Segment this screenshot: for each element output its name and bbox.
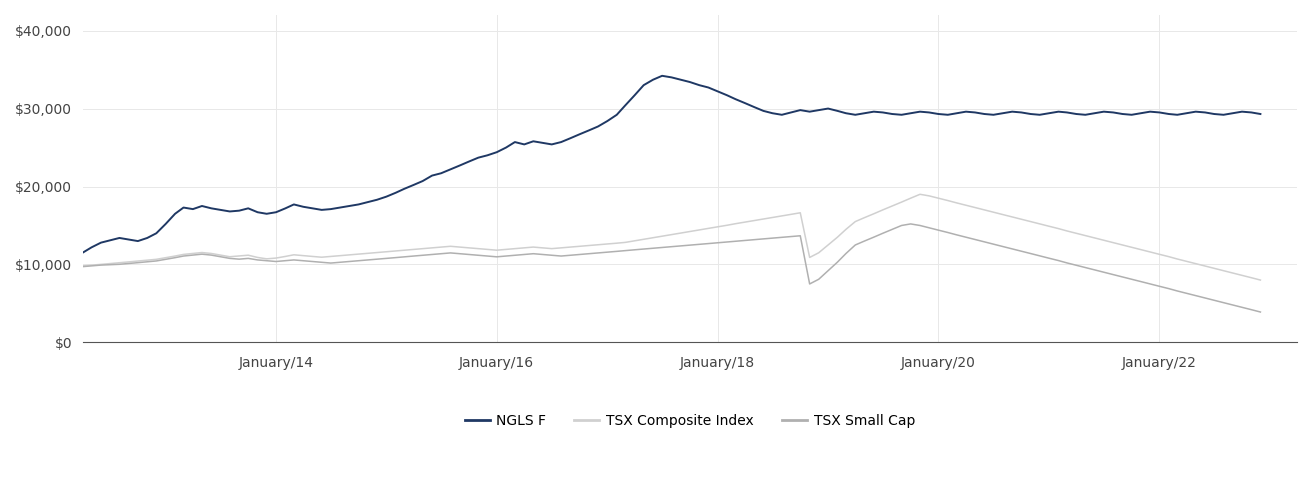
- Legend: NGLS F, TSX Composite Index, TSX Small Cap: NGLS F, TSX Composite Index, TSX Small C…: [459, 408, 921, 433]
- Line: TSX Composite Index: TSX Composite Index: [55, 194, 1261, 280]
- Line: TSX Small Cap: TSX Small Cap: [55, 224, 1261, 312]
- Line: NGLS F: NGLS F: [55, 76, 1261, 264]
